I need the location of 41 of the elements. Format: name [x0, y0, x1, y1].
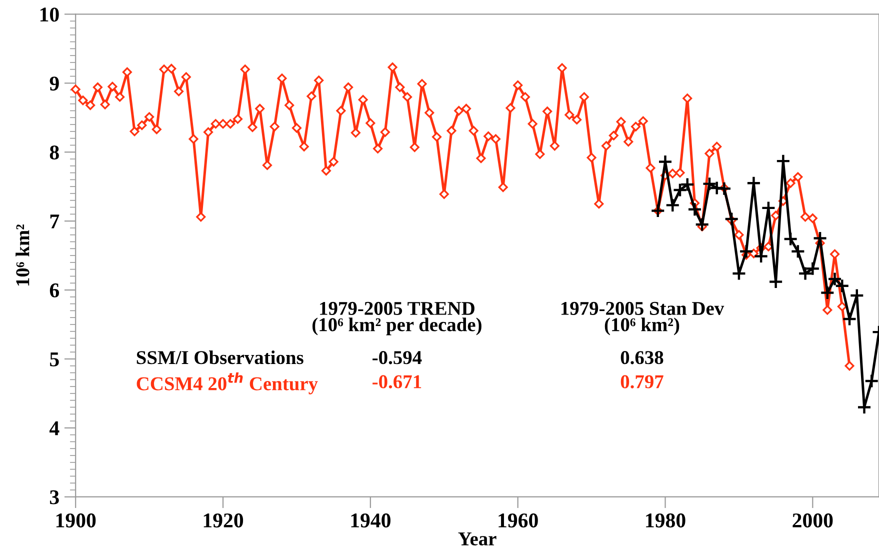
point [702, 176, 717, 192]
point [820, 285, 835, 300]
point [827, 272, 842, 286]
point [864, 374, 879, 388]
point [783, 232, 798, 246]
y-axis-title: 10⁶ km² [16, 224, 30, 286]
x-tick-label: 2000 [792, 513, 833, 528]
point [687, 202, 702, 217]
y-tick-label: 10 [40, 8, 59, 22]
annotation: 1979-2005 Stan Dev (10⁶ km²) [561, 302, 724, 336]
point [790, 244, 806, 259]
point [732, 266, 746, 281]
annotation: 0.638 [620, 351, 664, 364]
y-tick-label: 8 [50, 145, 59, 160]
y-tick-label: 4 [49, 421, 60, 436]
point [724, 212, 739, 226]
point [834, 278, 850, 294]
point [716, 181, 732, 196]
x-axis-title: Year [458, 532, 496, 546]
y-tick-label: 6 [50, 283, 60, 298]
text: CCSM4 20$^{th}$ Century [136, 372, 318, 394]
x-tick-label: 1940 [351, 513, 390, 528]
point [709, 180, 724, 196]
annotation: -0.671 [372, 375, 422, 388]
annotation: -0.594 [372, 351, 422, 364]
annotation: 1979-2005 TREND (10⁶ km² per decade) [312, 302, 482, 336]
text: SSM/I Observations [136, 350, 304, 364]
point [842, 312, 857, 326]
y-tick-label: 3 [50, 490, 59, 504]
point [694, 217, 710, 232]
x-tick-label: 1920 [204, 513, 244, 528]
x-tick-label: 1960 [498, 513, 538, 528]
y-tick-label: 7 [50, 214, 60, 228]
x-tick-label: 1900 [56, 513, 96, 528]
y-tick-label: 5 [50, 352, 59, 366]
y-tick-label: 9 [50, 76, 59, 91]
point [665, 198, 680, 213]
annotation: 0.797 [620, 375, 664, 388]
point [738, 244, 754, 259]
x-tick-label: 1980 [646, 513, 686, 528]
point [650, 203, 666, 218]
